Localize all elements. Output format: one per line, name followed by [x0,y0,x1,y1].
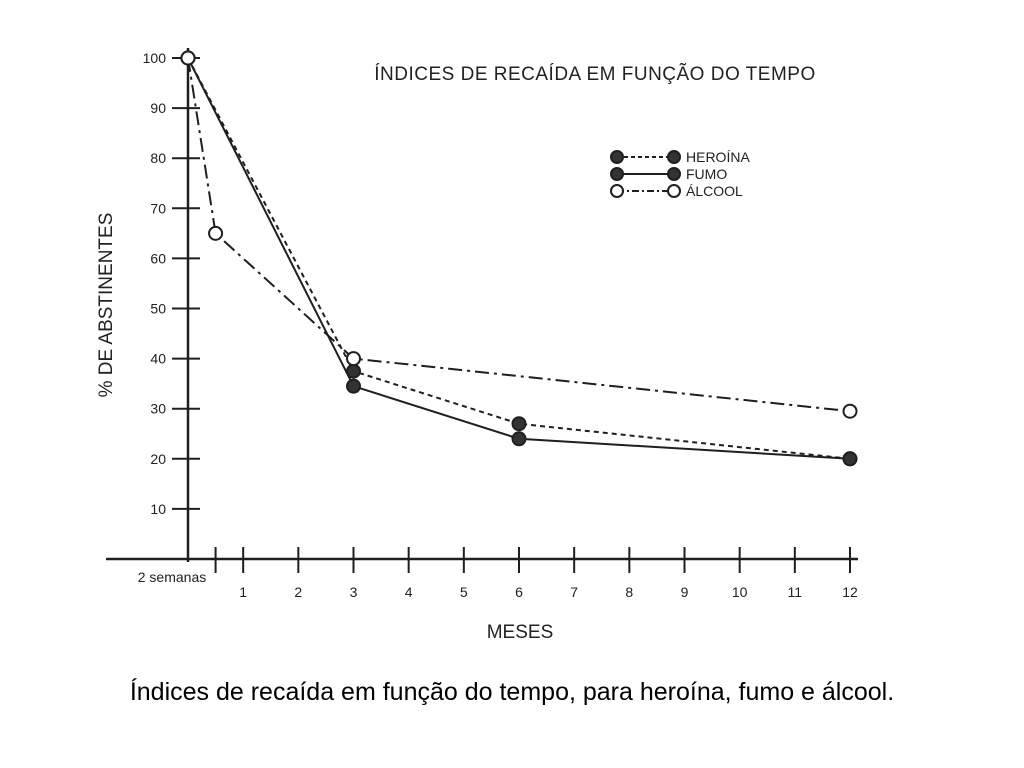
data-point-heroina [511,416,527,432]
data-point-fumo [346,378,361,394]
x-axis-label: MESES [487,622,554,643]
x-tick-label-2-weeks: 2 semanas [138,569,206,585]
legend-label-heroina: HEROÍNA [686,149,750,165]
x-tick-label: 8 [625,584,633,600]
figure-caption: Índices de recaída em função do tempo, p… [129,678,895,706]
data-point-alcool [180,50,196,66]
x-tick-label: 3 [350,584,358,600]
data-point-alcool [346,351,361,367]
legend-label-fumo: FUMO [686,166,727,182]
y-tick-label: 60 [150,250,166,266]
series-line-heroina [187,57,851,460]
x-tick-label: 7 [570,584,578,600]
data-point-alcool [208,225,224,241]
y-tick-label: 40 [150,351,166,367]
y-tick-label: 30 [150,401,166,417]
legend-marker-fumo [667,167,681,181]
y-tick-label: 70 [150,200,166,216]
series-line-fumo [187,57,851,460]
y-tick-label: 50 [150,301,166,317]
legend-label-alcool: ÁLCOOL [686,183,743,199]
x-tick-label: 10 [732,584,748,600]
x-tick-label: 1 [239,584,247,600]
legend-marker-heroina [610,150,624,164]
series-line-alcool [187,57,851,413]
y-axis-label: % DE ABSTINENTES [96,213,117,398]
series-layer [180,50,858,467]
data-point-alcool [842,403,858,419]
y-tick-label: 90 [150,100,166,116]
legend-marker-heroina [667,150,681,164]
y-tick-label: 80 [150,150,166,166]
legend-marker-fumo [610,167,624,181]
y-tick-label: 20 [150,451,166,467]
y-tick-label: 10 [150,501,166,517]
legend-marker-alcool [667,184,681,198]
x-tick-label: 5 [460,584,468,600]
data-point-fumo [511,431,527,447]
x-tick-label: 2 [294,584,302,600]
y-tick-label: 100 [143,50,167,66]
x-tick-label: 9 [681,584,689,600]
x-tick-label: 4 [405,584,413,600]
x-tick-label: 11 [788,584,803,600]
chart-title: ÍNDICES DE RECAÍDA EM FUNÇÃO DO TEMPO [374,63,815,85]
x-tick-label: 12 [842,584,858,600]
x-tick-label: 6 [515,584,523,600]
data-point-fumo [842,451,858,467]
legend-marker-alcool [610,184,624,198]
